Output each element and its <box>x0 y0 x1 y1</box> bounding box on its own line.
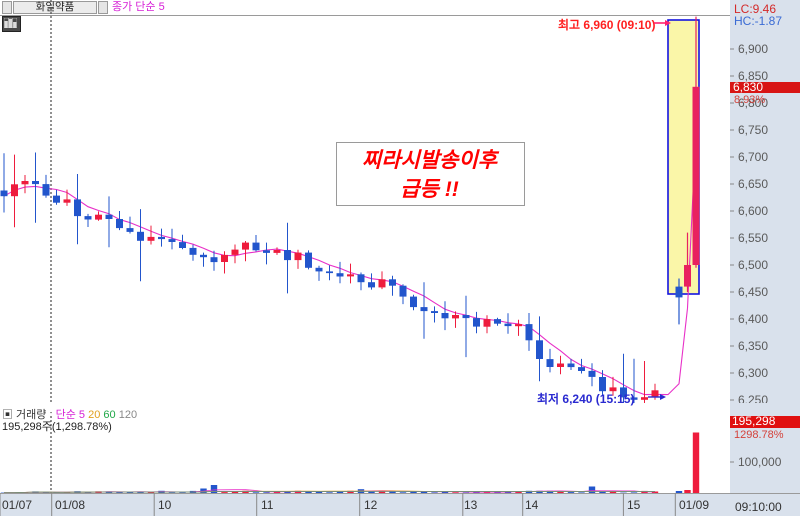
svg-text:15: 15 <box>627 498 641 512</box>
svg-text:6,400: 6,400 <box>738 312 768 326</box>
svg-text:6,350: 6,350 <box>738 339 768 353</box>
svg-text:6,900: 6,900 <box>738 42 768 56</box>
svg-text:6,750: 6,750 <box>738 123 768 137</box>
svg-text:6,700: 6,700 <box>738 150 768 164</box>
svg-text:01/09: 01/09 <box>679 498 709 512</box>
svg-text:6,250: 6,250 <box>738 393 768 403</box>
svg-text:14: 14 <box>525 498 539 512</box>
svg-text:6,300: 6,300 <box>738 366 768 380</box>
svg-text:6,500: 6,500 <box>738 258 768 272</box>
svg-text:01/08: 01/08 <box>55 498 85 512</box>
svg-text:100,000: 100,000 <box>738 455 782 469</box>
svg-text:6,550: 6,550 <box>738 231 768 245</box>
svg-text:10: 10 <box>158 498 172 512</box>
svg-text:11: 11 <box>261 498 274 512</box>
svg-text:6,450: 6,450 <box>738 285 768 299</box>
svg-text:6,600: 6,600 <box>738 204 768 218</box>
svg-text:01/07: 01/07 <box>2 498 32 512</box>
svg-text:13: 13 <box>464 498 478 512</box>
svg-text:6,830: 6,830 <box>733 80 763 94</box>
svg-text:195,298: 195,298 <box>732 414 776 428</box>
svg-text:12: 12 <box>364 498 378 512</box>
svg-text:6,650: 6,650 <box>738 177 768 191</box>
